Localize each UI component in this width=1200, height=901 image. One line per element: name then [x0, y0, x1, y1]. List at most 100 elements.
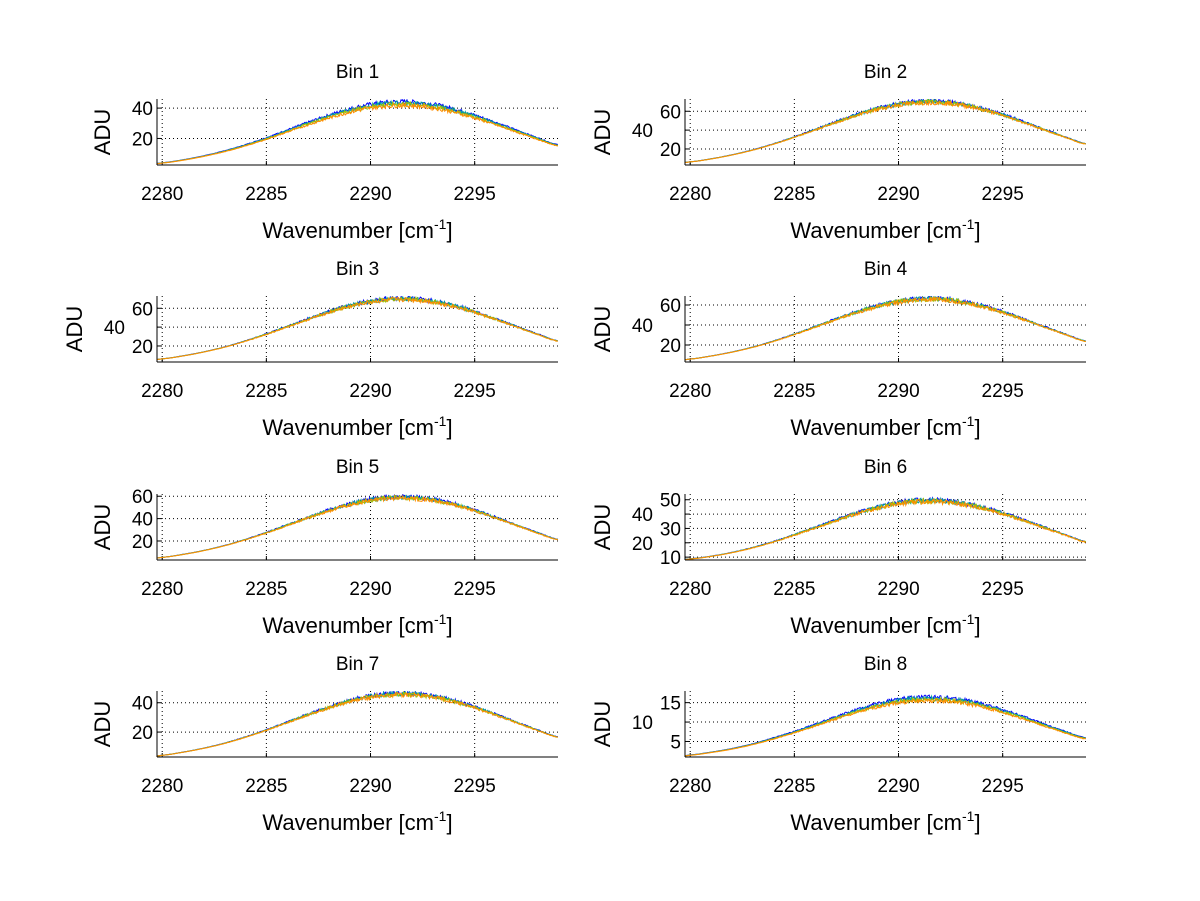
y-tick-label: 40 [632, 121, 653, 142]
x-axis-label: Wavenumber [cm-1] [262, 808, 452, 835]
y-tick-label: 40 [632, 505, 653, 526]
x-axis-label: Wavenumber [cm-1] [262, 413, 452, 440]
x-tick-label: 2280 [141, 381, 183, 402]
x-axis-label: Wavenumber [cm-1] [790, 216, 980, 243]
y-tick-label: 60 [660, 102, 681, 123]
x-axis-label: Wavenumber [cm-1] [262, 611, 452, 638]
x-tick-label: 2295 [982, 776, 1024, 797]
x-tick-label: 2285 [245, 579, 287, 600]
y-axis-label: ADU [590, 306, 615, 352]
series-line-4 [157, 101, 558, 165]
series-line-2 [685, 296, 1086, 361]
series-line-3 [685, 296, 1086, 361]
x-tick-label: 2290 [349, 579, 391, 600]
x-tick-label: 2280 [141, 776, 183, 797]
y-tick-label: 50 [660, 491, 681, 512]
y-tick-label: 30 [660, 519, 681, 540]
subplot-title: Bin 7 [336, 654, 379, 675]
y-axis-label: ADU [590, 504, 615, 550]
y-tick-label: 20 [132, 532, 153, 553]
x-tick-label: 2285 [245, 381, 287, 402]
series-line-4 [157, 296, 558, 361]
y-axis-label: ADU [590, 109, 615, 155]
x-tick-label: 2290 [349, 184, 391, 205]
subplot-title: Bin 2 [864, 62, 907, 83]
series-group [157, 494, 558, 559]
x-tick-label: 2290 [877, 579, 919, 600]
x-tick-label: 2280 [669, 776, 711, 797]
y-tick-label: 20 [632, 534, 653, 555]
y-tick-label: 40 [132, 510, 153, 531]
subplot-bin-3: 2280 2285 2290 2295 20 40 60 Bin 3 Wavenumber [c… [62, 259, 558, 440]
series-line-2 [157, 296, 558, 360]
y-tick-label: 60 [132, 487, 153, 508]
subplot-bin-2: 2280 2285 2290 2295 20 40 60 Bin 2 Wavenumber [c… [590, 62, 1086, 243]
y-tick-label: 20 [132, 337, 153, 358]
y-axis-label: ADU [62, 306, 87, 352]
x-tick-label: 2295 [982, 184, 1024, 205]
subplot-title: Bin 3 [336, 259, 379, 280]
x-tick-label: 2290 [877, 184, 919, 205]
y-tick-label: 20 [132, 129, 153, 150]
series-line-4 [685, 498, 1086, 560]
x-tick-label: 2295 [982, 381, 1024, 402]
series-group [685, 496, 1086, 560]
x-tick-label: 2295 [454, 184, 496, 205]
subplot-title: Bin 1 [336, 62, 379, 83]
x-tick-label: 2295 [454, 776, 496, 797]
series-line-3 [157, 296, 558, 360]
x-tick-label: 2295 [982, 579, 1024, 600]
series-line-4 [157, 691, 558, 757]
y-tick-label: 60 [660, 296, 681, 317]
series-group [685, 694, 1086, 757]
x-tick-label: 2280 [669, 184, 711, 205]
y-axis-label: ADU [590, 701, 615, 747]
series-line-1 [157, 296, 558, 360]
series-line-4 [685, 697, 1086, 757]
subplot-bin-8: 2280 2285 2290 2295 5 10 15 Bin 8 Wavenumber [cm… [590, 654, 1086, 835]
y-tick-label: 40 [632, 316, 653, 337]
x-tick-label: 2285 [245, 184, 287, 205]
y-axis-label: ADU [90, 109, 115, 155]
x-tick-label: 2280 [141, 579, 183, 600]
y-tick-label: 20 [660, 140, 681, 161]
x-tick-label: 2280 [669, 381, 711, 402]
series-group [157, 99, 558, 165]
subplot-bin-1: 2280 2285 2290 2295 20 40 Bin 1 Wavenumber [cm-… [90, 62, 558, 243]
x-tick-label: 2290 [877, 776, 919, 797]
x-axis-label: Wavenumber [cm-1] [790, 611, 980, 638]
x-tick-label: 2285 [773, 776, 815, 797]
subplot-title: Bin 4 [864, 259, 908, 280]
x-tick-label: 2285 [773, 579, 815, 600]
y-tick-label: 40 [132, 694, 153, 715]
subplot-bin-4: 2280 2285 2290 2295 20 40 60 Bin 4 Wavenumber [c… [590, 259, 1086, 440]
x-tick-label: 2290 [349, 776, 391, 797]
y-axis-label: ADU [90, 701, 115, 747]
x-tick-label: 2285 [773, 184, 815, 205]
x-tick-label: 2295 [454, 381, 496, 402]
series-line-4 [157, 494, 558, 559]
series-line-3 [157, 100, 558, 165]
y-tick-label: 10 [632, 713, 653, 734]
series-group [685, 296, 1086, 361]
x-axis-label: Wavenumber [cm-1] [262, 216, 452, 243]
x-axis-label: Wavenumber [cm-1] [790, 808, 980, 835]
series-group [157, 691, 558, 757]
y-tick-label: 20 [660, 336, 681, 357]
x-tick-label: 2295 [454, 579, 496, 600]
x-tick-label: 2285 [245, 776, 287, 797]
y-tick-label: 15 [660, 694, 681, 715]
series-line-4 [685, 99, 1086, 164]
subplot-title: Bin 6 [864, 457, 907, 478]
x-tick-label: 2290 [349, 381, 391, 402]
x-axis-label: Wavenumber [cm-1] [790, 413, 980, 440]
y-tick-label: 40 [132, 99, 153, 120]
x-tick-label: 2280 [669, 579, 711, 600]
x-tick-label: 2285 [773, 381, 815, 402]
subplot-title: Bin 5 [336, 457, 379, 478]
y-tick-label: 5 [670, 732, 681, 753]
x-tick-label: 2290 [877, 381, 919, 402]
y-axis-label: ADU [90, 504, 115, 550]
